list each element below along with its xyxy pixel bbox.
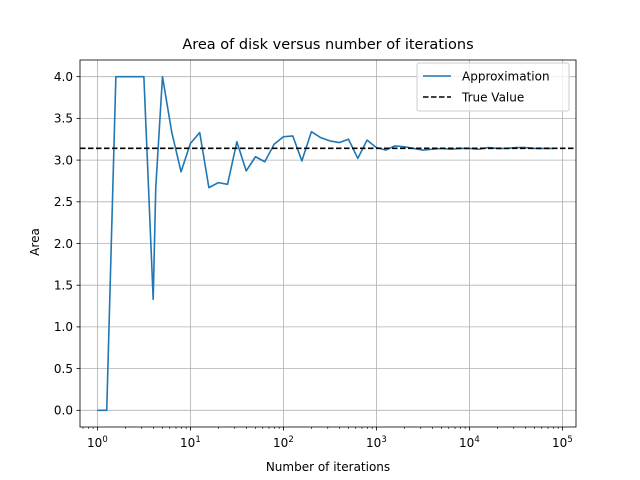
y-tick-label: 3.5 [54, 112, 73, 126]
x-tick-label: 102 [273, 435, 294, 450]
x-tick-label: 100 [87, 435, 108, 450]
y-axis: 0.0 0.5 1.0 1.5 2.0 2.5 3.0 3.5 4.0 [54, 70, 80, 418]
y-tick-label: 4.0 [54, 70, 73, 84]
x-tick-label: 101 [180, 435, 201, 450]
legend-label-true-value: True Value [461, 91, 524, 105]
y-tick-label: 0.5 [54, 362, 73, 376]
y-tick-label: 2.5 [54, 195, 73, 209]
chart-title: Area of disk versus number of iterations [182, 37, 473, 53]
y-tick-label: 2.0 [54, 237, 73, 251]
x-axis-label: Number of iterations [266, 460, 390, 474]
y-axis-label: Area [28, 228, 42, 256]
y-tick-label: 3.0 [54, 153, 73, 167]
x-tick-label: 103 [366, 435, 387, 450]
x-tick-label: 104 [459, 435, 480, 450]
x-axis: 100 101 102 103 104 105 [82, 427, 573, 450]
y-tick-label: 1.5 [54, 279, 73, 293]
legend: Approximation True Value [416, 62, 570, 112]
grid [80, 60, 576, 427]
legend-box [416, 62, 570, 112]
plot-area [80, 75, 576, 412]
legend-label-approximation: Approximation [462, 70, 550, 84]
x-tick-label: 105 [552, 435, 573, 450]
y-tick-label: 1.0 [54, 320, 73, 334]
y-tick-label: 0.0 [54, 404, 73, 418]
